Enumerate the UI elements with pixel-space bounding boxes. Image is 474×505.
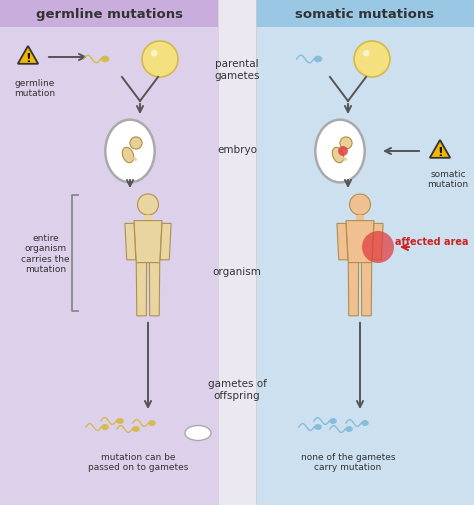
Polygon shape <box>125 224 136 260</box>
Ellipse shape <box>314 57 322 63</box>
Ellipse shape <box>105 120 155 183</box>
Ellipse shape <box>148 420 156 426</box>
Circle shape <box>349 194 371 216</box>
Bar <box>218 0 256 505</box>
Circle shape <box>340 138 352 150</box>
Text: none of the gametes
carry mutation: none of the gametes carry mutation <box>301 452 395 472</box>
Ellipse shape <box>314 424 322 430</box>
Polygon shape <box>430 141 450 159</box>
Polygon shape <box>348 263 359 316</box>
Circle shape <box>130 138 142 150</box>
Text: mutation can be
passed on to gametes: mutation can be passed on to gametes <box>88 452 188 472</box>
Ellipse shape <box>315 120 365 183</box>
Circle shape <box>137 194 158 216</box>
Ellipse shape <box>101 57 109 63</box>
Polygon shape <box>361 263 372 316</box>
Text: germline mutations: germline mutations <box>36 8 182 21</box>
Circle shape <box>151 51 157 58</box>
Ellipse shape <box>122 148 134 164</box>
Text: somatic
mutation: somatic mutation <box>428 170 469 189</box>
Bar <box>356 216 364 221</box>
Polygon shape <box>337 224 348 260</box>
Bar <box>256 0 474 28</box>
Ellipse shape <box>132 426 140 432</box>
Text: gametes of
offspring: gametes of offspring <box>208 378 266 400</box>
Ellipse shape <box>329 418 337 424</box>
Polygon shape <box>149 263 160 316</box>
Ellipse shape <box>116 418 124 424</box>
Text: somatic mutations: somatic mutations <box>295 8 435 21</box>
Polygon shape <box>346 221 374 263</box>
Ellipse shape <box>361 420 369 426</box>
Bar <box>256 0 474 505</box>
Circle shape <box>363 51 369 58</box>
Text: organism: organism <box>212 267 262 276</box>
Polygon shape <box>160 224 171 260</box>
Text: !: ! <box>437 146 443 159</box>
Text: affected area: affected area <box>395 236 469 246</box>
Polygon shape <box>136 263 146 316</box>
Circle shape <box>142 42 178 78</box>
Ellipse shape <box>101 424 109 430</box>
Text: germline
mutation: germline mutation <box>14 79 55 98</box>
Circle shape <box>338 147 348 157</box>
Bar <box>0 0 218 505</box>
Ellipse shape <box>332 148 344 164</box>
Circle shape <box>354 42 390 78</box>
Circle shape <box>362 231 394 264</box>
Text: embryo: embryo <box>217 145 257 155</box>
Ellipse shape <box>343 158 347 162</box>
Ellipse shape <box>345 426 353 432</box>
Bar <box>0 0 218 28</box>
Polygon shape <box>134 221 162 263</box>
Text: !: ! <box>25 52 31 65</box>
Polygon shape <box>18 47 38 65</box>
Ellipse shape <box>185 426 211 441</box>
Text: entire
organism
carries the
mutation: entire organism carries the mutation <box>21 233 70 274</box>
Bar <box>144 216 152 221</box>
Polygon shape <box>372 224 383 260</box>
Text: parental
gametes: parental gametes <box>214 59 260 81</box>
Ellipse shape <box>133 158 137 162</box>
